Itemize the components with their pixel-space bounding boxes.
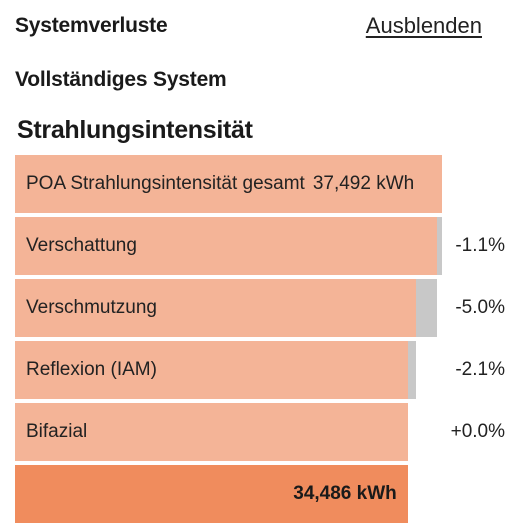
loss-row-shading: Verschattung -1.1% xyxy=(15,217,505,275)
result-value: 34,486 kWh xyxy=(293,483,397,504)
system-subtitle: Vollständiges System xyxy=(15,68,227,91)
section-title: Strahlungsintensität xyxy=(17,116,253,144)
total-label: POA Strahlungsintensität gesamt 37,492 k… xyxy=(26,155,414,213)
loss-percent: +0.0% xyxy=(450,421,505,442)
loss-segment xyxy=(437,217,442,275)
total-value: 37,492 kWh xyxy=(312,173,415,194)
result-row: 34,486 kWh xyxy=(15,465,505,523)
loss-segment xyxy=(407,341,417,399)
loss-percent: -1.1% xyxy=(455,235,505,256)
total-label-text: POA Strahlungsintensität gesamt xyxy=(26,173,305,194)
loss-label: Reflexion (IAM) xyxy=(26,359,157,380)
loss-label: Verschattung xyxy=(26,235,137,256)
loss-row-bifacial: Bifazial +0.0% xyxy=(15,403,505,461)
total-row: POA Strahlungsintensität gesamt 37,492 k… xyxy=(15,155,505,213)
panel-title: Systemverluste xyxy=(15,14,168,37)
total-bar xyxy=(15,155,442,213)
loss-waterfall: POA Strahlungsintensität gesamt 37,492 k… xyxy=(15,155,505,527)
loss-bar xyxy=(15,217,438,275)
loss-percent: -5.0% xyxy=(455,297,505,318)
loss-percent: -2.1% xyxy=(455,359,505,380)
loss-row-soiling: Verschmutzung -5.0% xyxy=(15,279,505,337)
loss-label: Verschmutzung xyxy=(26,297,157,318)
loss-bar xyxy=(15,403,408,461)
loss-bar xyxy=(15,341,408,399)
panel-header: Systemverluste Ausblenden xyxy=(15,10,482,42)
loss-bar xyxy=(15,279,417,337)
loss-row-reflection: Reflexion (IAM) -2.1% xyxy=(15,341,505,399)
loss-label: Bifazial xyxy=(26,421,88,442)
hide-link[interactable]: Ausblenden xyxy=(365,13,482,38)
result-bar: 34,486 kWh xyxy=(15,465,408,523)
loss-segment xyxy=(416,279,438,337)
